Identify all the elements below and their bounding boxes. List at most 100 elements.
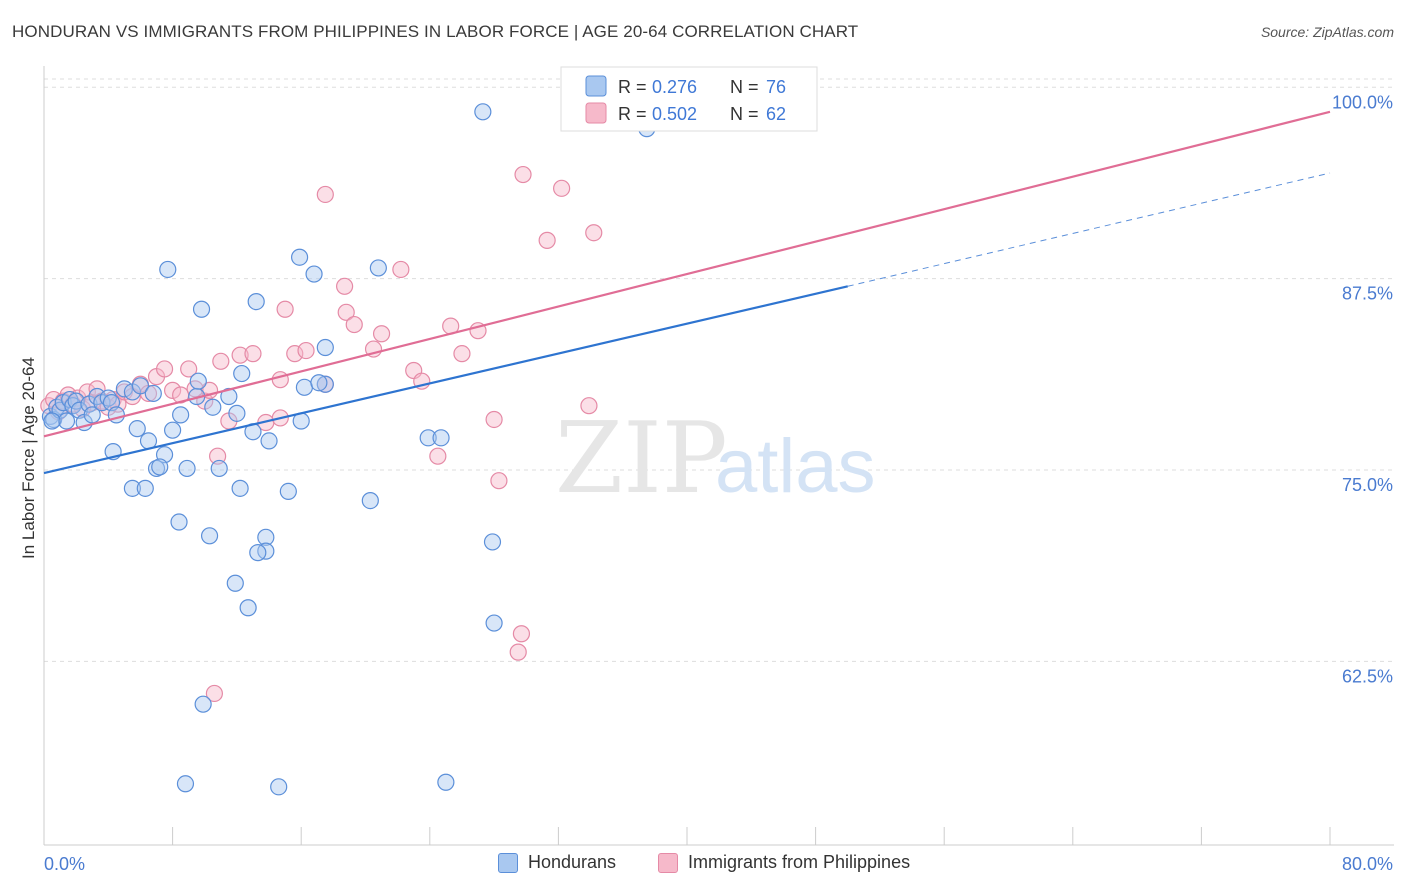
hondurans-point [170,513,188,531]
legend-r-label-2: R = [618,104,647,124]
philippines-point [164,381,182,399]
philippines-point [337,303,355,321]
hondurans-point [172,406,190,424]
philippines-point [490,472,508,490]
hondurans-point [249,544,267,562]
hondurans-point [57,412,76,430]
hondurans-point [99,389,117,407]
philippines-point [514,165,532,184]
watermark-zip: ZIP [555,402,728,516]
hondurans-point [231,479,249,497]
bottom-legend-label-philippines: Immigrants from Philippines [688,852,911,872]
philippines-point [231,346,249,364]
hondurans-point [83,406,101,424]
hondurans-point [279,482,297,501]
x-tick-label-min: 0.0% [44,854,85,874]
hondurans-point [474,103,492,121]
watermark-atlas: atlas [715,424,876,509]
philippines-point [485,410,503,429]
series-philippines [40,165,603,703]
watermark: ZIP atlas [555,402,876,516]
philippines-point [316,185,334,204]
hondurans-point [151,458,169,476]
hondurans-point [290,248,309,266]
philippines-point [345,315,363,334]
hondurans-point [43,412,61,430]
y-axis-label: In Labor Force | Age 20-64 [19,357,38,559]
philippines-point [271,371,289,389]
hondurans-point [200,527,219,545]
hondurans-point [226,574,244,592]
hondurans-point [210,459,228,478]
y-tick-label: 75.0% [1342,475,1393,495]
philippines-point [553,179,571,197]
philippines-point [585,224,603,242]
philippines-point [580,397,598,415]
trend-layer [43,110,1331,475]
philippines-point [155,360,174,378]
bottom-legend-philippines: Immigrants from Philippines [658,852,910,873]
hondurans-point [178,459,196,478]
legend-swatch-blue [585,75,607,97]
hondurans-point [136,479,154,497]
philippines-point [429,447,447,465]
hondurans-point [483,533,502,551]
bottom-legend-swatch-pink [658,852,678,873]
hondurans-point [220,387,238,406]
philippines-point [538,231,556,249]
hondurans-point [194,695,212,713]
axis-layer: 62.5% 75.0% 87.5% 100.0% 0.0% 80.0% [43,66,1394,874]
hondurans-point [305,265,323,283]
legend-r-value-2: 0.502 [652,104,697,124]
bottom-legend-hondurans: Hondurans [498,852,616,873]
hondurans-point [239,599,257,617]
chart-title: HONDURAN VS IMMIGRANTS FROM PHILIPPINES … [12,22,859,41]
philippines-point [392,260,410,279]
legend-n-label-2: N = [730,104,759,124]
philippines-point [205,684,223,703]
hondurans-point [260,432,278,450]
hondurans-point [144,384,162,403]
hondurans-point [247,293,265,311]
legend-n-label-1: N = [730,77,759,97]
hondurans-point [128,420,146,438]
chart-source: Source: ZipAtlas.com [1260,24,1394,40]
hondurans-point [437,773,455,791]
philippines-point [276,300,294,318]
hondurans-point [432,429,450,447]
philippines-trend-line [43,110,1331,438]
hondurans-point [164,421,182,439]
hondurans-point [123,479,142,497]
philippines-point [297,341,315,360]
bottom-legend-swatch-blue [498,852,518,873]
hondurans-point [316,338,334,357]
x-tick-label-max: 80.0% [1342,854,1393,874]
y-tick-label: 87.5% [1342,284,1393,304]
hondurans-point [361,491,379,510]
hondurans-point [204,398,222,416]
hondurans-point [159,260,177,279]
philippines-point [244,345,262,363]
hondurans-point [369,259,387,277]
bottom-legend: Hondurans Immigrants from Philippines [0,852,1406,876]
hondurans-trend-line [43,285,848,475]
hondurans-point [270,778,288,796]
hondurans-point [419,429,437,447]
hondurans-point [316,375,334,393]
hondurans-trend-extension [847,172,1331,287]
series-hondurans [41,78,722,796]
philippines-point [212,352,230,370]
philippines-point [453,345,471,363]
philippines-point [336,277,354,295]
hondurans-point [131,377,150,395]
hondurans-point [176,775,195,793]
philippines-point [180,360,198,378]
hondurans-point [257,528,275,546]
hondurans-point [310,374,328,392]
y-tick-label: 62.5% [1342,666,1393,686]
bottom-legend-label-hondurans: Hondurans [528,852,617,872]
legend-box: R = 0.276 N = 76 R = 0.502 N = 62 [560,66,818,132]
hondurans-point [295,378,314,396]
legend-r-label-1: R = [618,77,647,97]
